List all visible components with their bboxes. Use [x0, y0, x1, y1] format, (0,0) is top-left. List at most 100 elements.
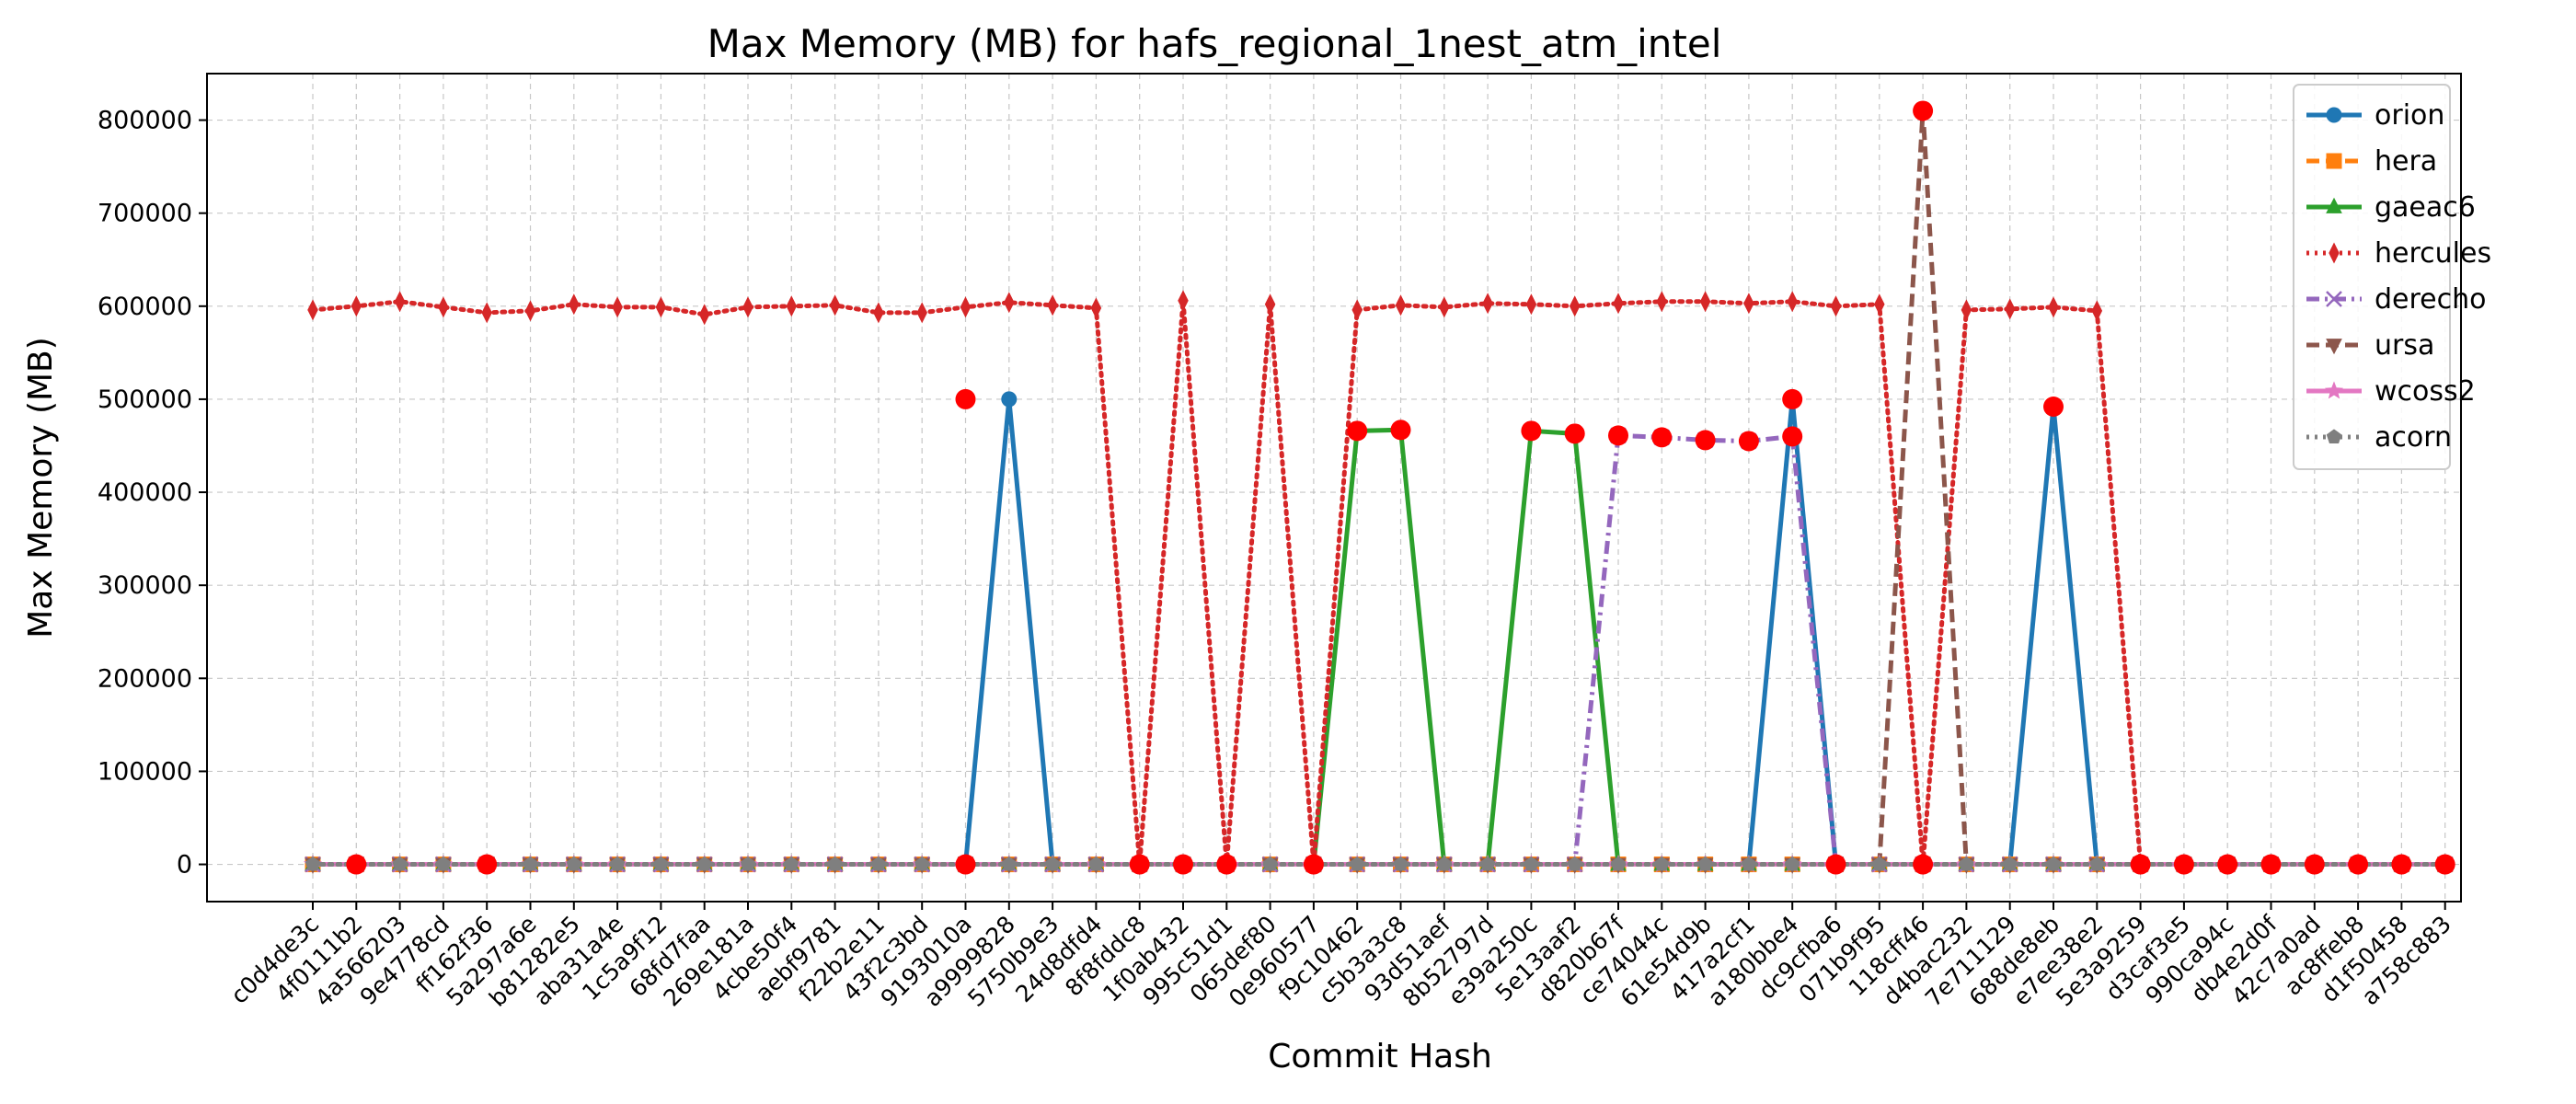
legend-box	[2293, 84, 2451, 470]
highlight-point	[1564, 423, 1585, 444]
legend-label-orion: orion	[2375, 99, 2444, 132]
data-point-hercules	[612, 296, 623, 318]
data-point-hercules	[1047, 294, 1058, 316]
highlight-point	[2434, 854, 2455, 875]
y-tick-label: 400000	[98, 478, 192, 507]
y-tick-label: 800000	[98, 107, 192, 135]
data-point-hercules	[1439, 296, 1450, 318]
data-point-hercules	[1178, 290, 1189, 312]
legend-marker-gaeac6	[2326, 197, 2342, 213]
x-axis-title: Commit Hash	[1268, 1038, 1492, 1075]
data-point-acorn	[2045, 856, 2062, 871]
highlight-point	[1782, 388, 1803, 409]
highlight-point	[1216, 854, 1237, 875]
data-point-acorn	[1567, 856, 1582, 871]
data-point-acorn	[1741, 856, 1757, 871]
legend-label-hera: hera	[2375, 145, 2437, 178]
chart-title: Max Memory (MB) for hafs_regional_1nest_…	[707, 21, 1722, 66]
data-point-acorn	[1959, 856, 1974, 871]
highlight-point	[1913, 854, 1934, 875]
data-point-acorn	[827, 856, 843, 871]
data-point-acorn	[1262, 856, 1278, 871]
highlight-point	[346, 854, 367, 875]
legend: orion hera gaeac6 hercules derecho ursa wcoss2…	[2293, 84, 2491, 470]
highlight-point	[1825, 854, 1846, 875]
data-point-acorn	[392, 856, 408, 871]
data-point-hercules	[1699, 291, 1711, 313]
highlight-point	[1782, 426, 1803, 447]
legend-label-gaeac6: gaeac6	[2375, 191, 2476, 224]
highlight-markers	[346, 100, 2455, 875]
highlight-point	[955, 854, 976, 875]
y-tick-label: 100000	[98, 757, 192, 786]
data-point-acorn	[740, 856, 756, 871]
data-point-acorn	[1088, 856, 1104, 871]
highlight-point	[1738, 431, 1759, 452]
data-point-acorn	[1001, 856, 1017, 871]
data-point-acorn	[1436, 856, 1452, 871]
y-tick-label: 600000	[98, 293, 192, 321]
data-point-hercules	[481, 302, 492, 324]
legend-marker-acorn	[2326, 429, 2342, 443]
data-point-hercules	[1004, 292, 1015, 314]
highlight-point	[1129, 854, 1150, 875]
data-point-hercules	[1874, 293, 1885, 316]
data-point-acorn	[2089, 856, 2105, 871]
highlight-point	[1913, 100, 1934, 121]
y-tick-label: 500000	[98, 385, 192, 414]
data-point-acorn	[1610, 856, 1627, 871]
data-point-hercules	[1482, 293, 1493, 315]
highlight-point	[1608, 425, 1628, 446]
data-point-hercules	[1395, 294, 1407, 316]
y-tick-label: 300000	[98, 571, 192, 600]
data-point-hercules	[2004, 298, 2016, 320]
highlight-point	[2043, 397, 2064, 418]
data-point-hercules	[829, 294, 841, 316]
legend-label-wcoss2: wcoss2	[2375, 375, 2476, 408]
data-point-hercules	[1656, 291, 1668, 313]
data-point-acorn	[1044, 856, 1061, 871]
data-point-acorn	[523, 856, 538, 871]
data-point-acorn	[784, 856, 799, 871]
grid	[207, 74, 2461, 902]
data-point-acorn	[870, 856, 887, 871]
highlight-point	[1521, 420, 1542, 442]
data-point-hercules	[1264, 293, 1276, 316]
data-point-acorn	[1479, 856, 1496, 871]
series-line-hercules	[310, 298, 2448, 868]
highlight-point	[477, 854, 498, 875]
data-point-hercules	[873, 302, 884, 324]
data-point-acorn	[653, 856, 669, 871]
legend-label-ursa: ursa	[2375, 329, 2434, 362]
data-point-hercules	[1613, 293, 1624, 315]
highlight-point	[2217, 854, 2238, 875]
highlight-point	[1695, 430, 1716, 451]
data-point-hercules	[786, 295, 798, 317]
highlight-point	[2304, 854, 2325, 875]
data-point-hercules	[569, 293, 580, 316]
data-point-hercules	[698, 304, 710, 326]
highlight-point	[2348, 854, 2369, 875]
plot-area-frame	[206, 73, 2462, 903]
data-point-hercules	[351, 295, 362, 317]
data-point-acorn	[696, 856, 712, 871]
data-point-hercules	[1787, 291, 1798, 313]
data-point-hercules	[1525, 293, 1537, 316]
data-point-acorn	[609, 856, 626, 871]
data-point-hercules	[916, 302, 927, 324]
data-point-hercules	[2091, 300, 2103, 322]
data-point-hercules	[960, 296, 972, 318]
data-point-acorn	[1654, 856, 1670, 871]
legend-marker-ursa	[2326, 339, 2342, 355]
data-point-acorn	[1871, 856, 1887, 871]
legend-label-acorn: acorn	[2375, 421, 2452, 454]
data-point-hercules	[438, 296, 449, 318]
data-point-orion	[1001, 391, 1018, 408]
legend-marker-orion	[2326, 107, 2342, 123]
y-tick-label: 0	[177, 851, 192, 880]
legend-marker-hera	[2326, 153, 2342, 169]
highlight-point	[1347, 420, 1368, 442]
data-point-hercules	[1961, 299, 1972, 321]
data-point-hercules	[307, 299, 318, 321]
